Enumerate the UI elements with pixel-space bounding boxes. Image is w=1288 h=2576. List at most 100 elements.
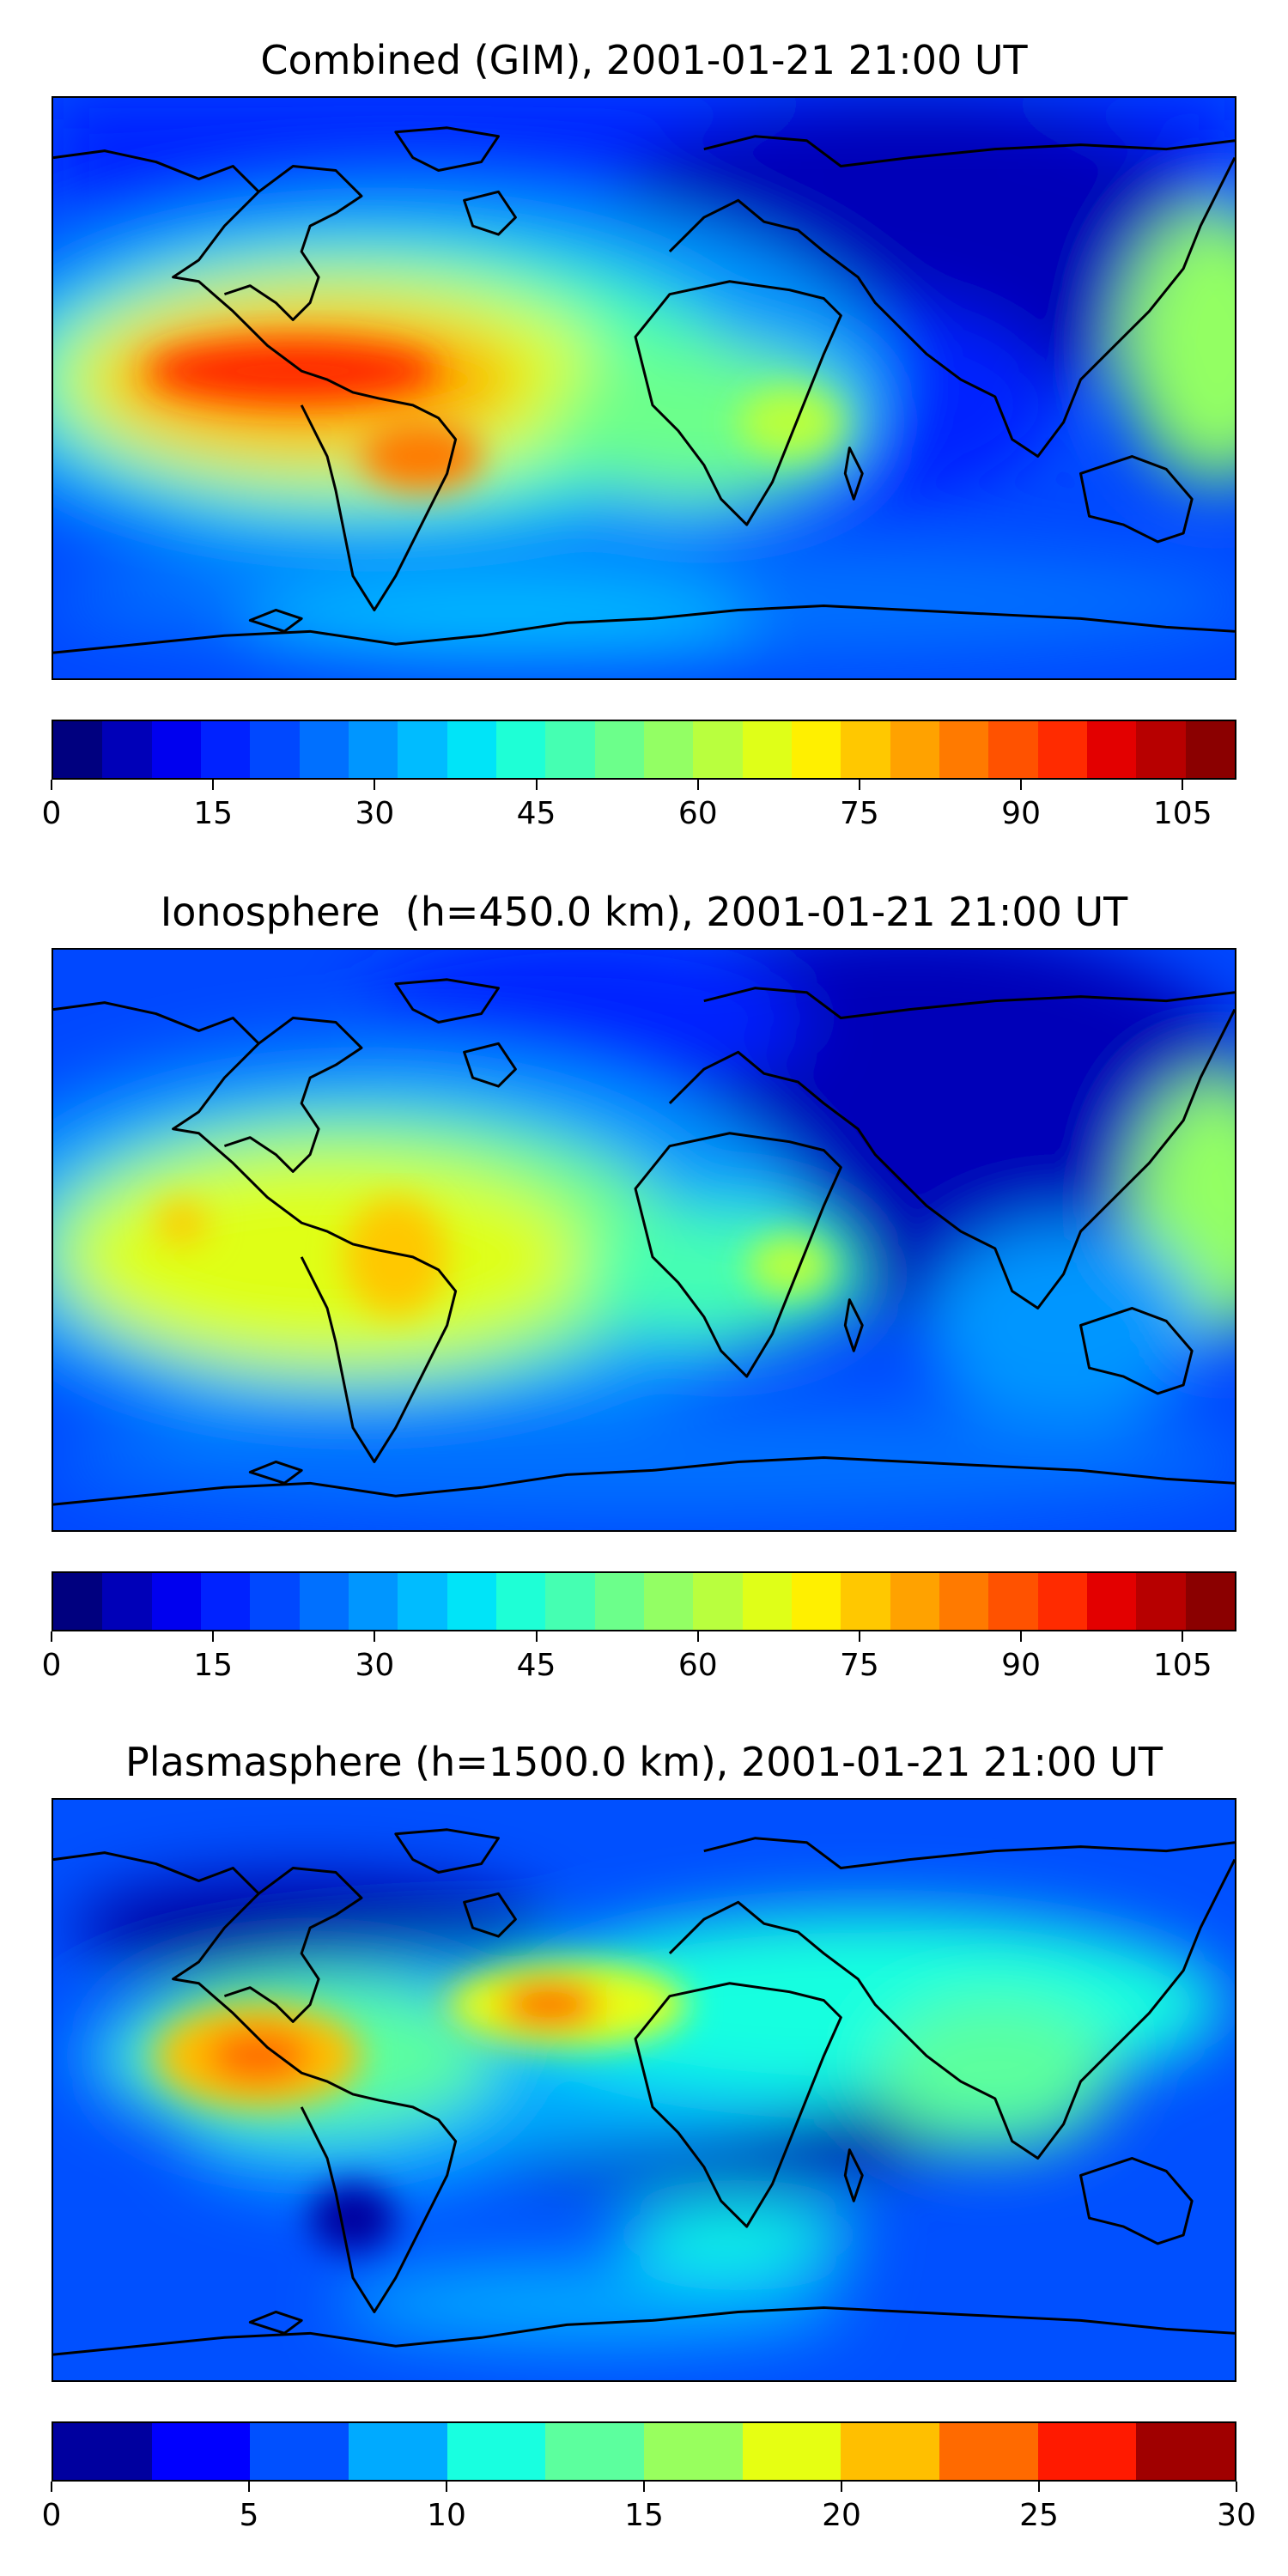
- colorbar-tick-label: 0: [41, 2498, 62, 2533]
- colorbar-segment: [349, 2423, 447, 2480]
- map-plasmasphere: [52, 1798, 1236, 2382]
- colorbar-tick-label: 30: [355, 796, 395, 831]
- colorbar-segment: [643, 1573, 694, 1630]
- colorbar-segment: [398, 1573, 447, 1630]
- colorbar-segment: [299, 1573, 349, 1630]
- colorbar-tick: [535, 1631, 538, 1642]
- colorbar-tick: [1182, 1631, 1184, 1642]
- colorbar-segment: [545, 1573, 595, 1630]
- colorbar-tick: [1020, 780, 1023, 790]
- colorbar-segment: [1136, 1573, 1186, 1630]
- colorbar-tick: [374, 780, 376, 790]
- colorbar-segment: [53, 1573, 103, 1630]
- colorbar-tick-label: 0: [41, 1648, 62, 1683]
- colorbar-tick: [696, 1631, 699, 1642]
- colorbar-tick: [446, 2482, 447, 2492]
- colorbar-segment: [791, 721, 841, 778]
- colorbar-segment: [1185, 721, 1235, 778]
- colorbar-combined: [52, 720, 1236, 780]
- panel-title-ionosphere: Ionosphere (h=450.0 km), 2001-01-21 21:0…: [160, 889, 1128, 935]
- colorbar-segment: [693, 1573, 743, 1630]
- colorbar-segment: [890, 721, 939, 778]
- colorbar-segment: [1136, 721, 1186, 778]
- colorbar-tick-label: 60: [677, 1648, 718, 1683]
- colorbar-tick-label: 15: [624, 2498, 664, 2533]
- colorbar-plasmasphere: [52, 2421, 1236, 2482]
- colorbar-segment: [890, 1573, 939, 1630]
- colorbar-tick: [212, 780, 215, 790]
- coastlines: [53, 978, 1235, 1506]
- colorbar-segment: [791, 1573, 841, 1630]
- colorbar-tick: [1020, 1631, 1023, 1642]
- colorbar-segment: [939, 2423, 1038, 2480]
- colorbar-tick: [51, 780, 52, 790]
- colorbar-tick: [858, 780, 860, 790]
- colorbar-ionosphere: [52, 1571, 1236, 1631]
- colorbar-segment: [939, 1573, 989, 1630]
- colorbar-tick-label: 20: [822, 2498, 861, 2533]
- colorbar-segment: [495, 1573, 546, 1630]
- colorbar-tick: [858, 1631, 860, 1642]
- colorbar-segment: [1185, 1573, 1235, 1630]
- colorbar-segment: [1086, 1573, 1137, 1630]
- colorbar-ticks-combined: 0 15 30 45 60 75 90 105: [42, 780, 1236, 831]
- colorbar-segment: [53, 2423, 152, 2480]
- colorbar-segment: [250, 2423, 349, 2480]
- panel-title-combined: Combined (GIM), 2001-01-21 21:00 UT: [260, 37, 1028, 83]
- colorbar-tick: [51, 2482, 52, 2492]
- colorbar-tick-label: 60: [677, 796, 718, 831]
- colorbar-segment: [447, 1573, 496, 1630]
- colorbar-tick-label: 15: [193, 796, 234, 831]
- colorbar-segment: [200, 1573, 251, 1630]
- colorbar-segment: [841, 721, 890, 778]
- colorbar-segment: [988, 1573, 1038, 1630]
- colorbar-segment: [594, 721, 644, 778]
- colorbar-tick-label: 45: [516, 796, 556, 831]
- colorbar-segment: [102, 721, 152, 778]
- colorbar-tick-label: 75: [840, 1648, 879, 1683]
- colorbar-tick-label: 45: [516, 1648, 556, 1683]
- coastlines: [53, 126, 1235, 654]
- colorbar-segment: [742, 2423, 841, 2480]
- colorbar-tick: [374, 1631, 376, 1642]
- colorbar-tick-label: 90: [1001, 1648, 1041, 1683]
- colorbar-segment: [348, 721, 398, 778]
- colorbar-segment: [841, 2423, 940, 2480]
- colorbar-segment: [545, 721, 595, 778]
- colorbar-tick: [696, 780, 699, 790]
- colorbar-tick-label: 105: [1152, 796, 1212, 831]
- panel-title-plasmasphere: Plasmasphere (h=1500.0 km), 2001-01-21 2…: [125, 1739, 1163, 1785]
- colorbar-segment: [102, 1573, 152, 1630]
- colorbar-tick-label: 25: [1019, 2498, 1059, 2533]
- colorbar-segment: [939, 721, 989, 778]
- colorbar-segment: [495, 721, 546, 778]
- colorbar-segment: [594, 1573, 644, 1630]
- map-combined: [52, 96, 1236, 680]
- colorbar-ticks-ionosphere: 0 15 30 45 60 75 90 105: [42, 1631, 1236, 1683]
- colorbar-tick: [1236, 2482, 1237, 2492]
- colorbar-segment: [1136, 2423, 1236, 2480]
- colorbar-segment: [53, 721, 103, 778]
- colorbar-segment: [200, 721, 251, 778]
- colorbar-segment: [250, 1573, 300, 1630]
- map-ionosphere: [52, 948, 1236, 1532]
- colorbar-segment: [693, 721, 743, 778]
- colorbar-segment: [151, 2423, 251, 2480]
- colorbar-tick: [248, 2482, 250, 2492]
- colorbar-segment: [447, 2423, 546, 2480]
- colorbar-segment: [1086, 721, 1137, 778]
- colorbar-tick-label: 30: [355, 1648, 395, 1683]
- colorbar-tick: [841, 2482, 842, 2492]
- colorbar-tick-label: 90: [1001, 796, 1041, 831]
- colorbar-tick-label: 15: [193, 1648, 234, 1683]
- colorbar-tick: [51, 1631, 52, 1642]
- colorbar-tick: [643, 2482, 645, 2492]
- colorbar-segment: [250, 721, 300, 778]
- colorbar-segment: [643, 721, 694, 778]
- colorbar-tick: [535, 780, 538, 790]
- colorbar-tick: [212, 1631, 215, 1642]
- coastlines: [53, 1828, 1235, 2356]
- colorbar-segment: [151, 721, 201, 778]
- colorbar-segment: [545, 2423, 645, 2480]
- colorbar-segment: [1037, 1573, 1087, 1630]
